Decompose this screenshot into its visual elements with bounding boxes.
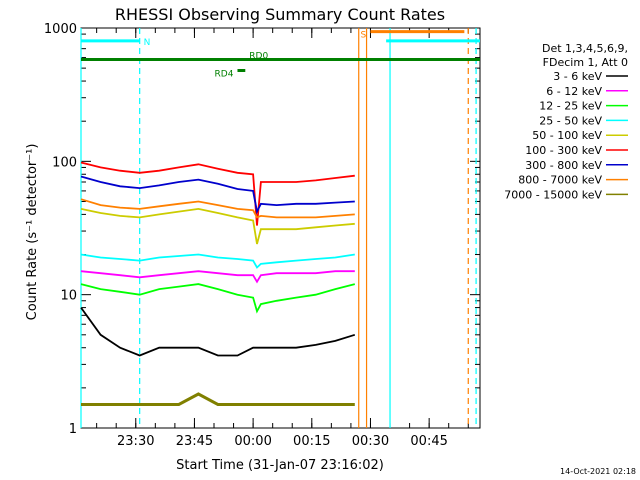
legend-entry: 300 - 800 keV: [525, 159, 602, 172]
x-tick-label: 00:00: [234, 434, 271, 449]
chart-title: RHESSI Observing Summary Count Rates: [115, 5, 445, 24]
flag-label: RD4: [215, 70, 234, 80]
x-tick-label: 00:15: [293, 434, 330, 449]
series-line: [80, 161, 355, 226]
x-tick-label: 00:30: [352, 434, 389, 449]
flag-label: S: [360, 31, 366, 41]
series-line: [80, 207, 355, 245]
legend-entry: 7000 - 15000 keV: [504, 188, 602, 201]
legend-header: FDecim 1, Att 0: [543, 56, 628, 69]
x-axis-label: Start Time (31-Jan-07 23:16:02): [176, 458, 384, 473]
legend-header: Det 1,3,4,5,6,9,: [542, 42, 628, 55]
legend-entry: 800 - 7000 keV: [518, 174, 602, 187]
legend-entry: 12 - 25 keV: [539, 100, 602, 113]
x-tick-label: 23:45: [176, 434, 213, 449]
y-axis-label: Count Rate (s⁻¹ detector⁻¹): [25, 144, 40, 321]
y-tick-label: 1: [69, 422, 77, 437]
plot-area: 1 10 100 1000 23:30 23:45 00:00 00:15 00:30 00:45…: [44, 22, 481, 449]
legend-entry: 3 - 6 keV: [553, 70, 602, 83]
y-tick-label: 1000: [44, 22, 77, 37]
legend-entry: 25 - 50 keV: [539, 114, 602, 127]
y-tick-label: 10: [60, 289, 77, 304]
series-line: [80, 307, 356, 357]
generation-timestamp: 14-Oct-2021 02:18: [560, 467, 636, 476]
series-line: [80, 283, 356, 314]
x-tick-label: 00:45: [410, 434, 447, 449]
flag-label: N: [144, 38, 151, 48]
y-tick-label: 100: [52, 155, 77, 170]
series-line: [80, 270, 355, 284]
legend-entry: 100 - 300 keV: [525, 144, 602, 157]
series-line: [80, 253, 355, 269]
series-line: [81, 392, 355, 406]
flag-label: RD0: [249, 52, 268, 62]
x-tick-label: 23:30: [117, 434, 154, 449]
series-line: [80, 198, 355, 219]
legend: Det 1,3,4,5,6,9,FDecim 1, Att 03 - 6 keV…: [504, 42, 628, 201]
legend-entry: 50 - 100 keV: [532, 129, 602, 142]
series-line: [80, 175, 355, 215]
legend-entry: 6 - 12 keV: [546, 85, 602, 98]
